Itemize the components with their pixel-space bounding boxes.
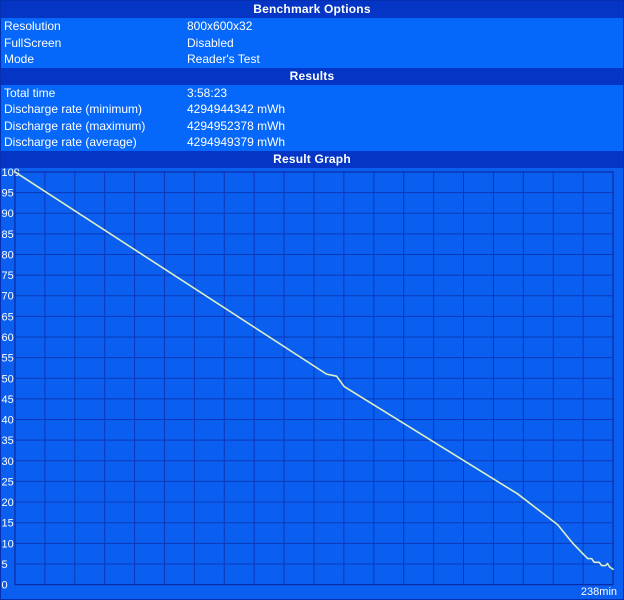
y-axis-tick-label: 85 <box>1 228 13 240</box>
result-label: Discharge rate (average) <box>4 135 137 149</box>
option-value: 800x600x32 <box>187 19 253 33</box>
y-axis-tick-label: 55 <box>1 352 13 364</box>
option-label: FullScreen <box>4 35 62 50</box>
y-axis-tick-label: 45 <box>1 393 13 405</box>
result-label: Total time <box>4 85 56 100</box>
option-row-fullscreen: FullScreen Disabled <box>1 34 623 51</box>
option-label: Mode <box>4 52 35 66</box>
y-axis-tick-label: 80 <box>1 249 13 261</box>
results-header: Results <box>1 67 623 85</box>
result-row-discharge-avg: Discharge rate (average) 4294949379 mWh <box>1 134 623 151</box>
option-row-mode: Mode Reader's Test <box>1 51 623 68</box>
y-axis-tick-label: 0 <box>1 579 7 591</box>
y-axis-tick-label: 100 <box>1 168 19 179</box>
discharge-graph-area: 100 95 90 85 80 75 70 65 60 55 50 45 40 35 30 25 20 15 10 5… <box>1 167 623 599</box>
option-value: Reader's Test <box>187 52 260 66</box>
result-row-discharge-min: Discharge rate (minimum) 4294944342 mWh <box>1 101 623 118</box>
result-graph-header: Result Graph <box>1 150 623 168</box>
y-axis-tick-label: 70 <box>1 290 13 302</box>
result-row-total-time: Total time 3:58:23 <box>1 84 623 101</box>
result-row-discharge-max: Discharge rate (maximum) 4294952378 mWh <box>1 117 623 134</box>
y-axis-tick-label: 35 <box>1 435 13 447</box>
result-value: 4294949379 mWh <box>187 135 286 149</box>
option-value: Disabled <box>187 35 234 50</box>
y-axis-tick-label: 25 <box>1 476 13 488</box>
y-axis-tick-label: 60 <box>1 332 13 344</box>
option-label: Resolution <box>4 19 61 33</box>
y-axis-tick-label: 15 <box>1 517 13 529</box>
result-label: Discharge rate (maximum) <box>4 118 146 133</box>
y-axis-tick-label: 30 <box>1 455 13 467</box>
discharge-graph: 1009590858075706560555045403530252015105… <box>1 168 614 591</box>
y-axis-tick-label: 65 <box>1 311 13 323</box>
result-value: 3:58:23 <box>187 85 228 100</box>
y-axis-tick-label: 10 <box>1 538 13 550</box>
option-row-resolution: Resolution 800x600x32 <box>1 18 623 35</box>
result-value: 4294944342 mWh <box>187 102 286 116</box>
result-value: 4294952378 mWh <box>187 118 286 133</box>
benchmark-options-header: Benchmark Options <box>1 1 623 18</box>
battery-discharge-line <box>14 170 614 570</box>
y-axis-tick-label: 40 <box>1 414 13 426</box>
y-axis-tick-label: 20 <box>1 497 13 509</box>
y-axis-tick-label: 75 <box>1 270 13 282</box>
x-axis-end-time-label: 238min <box>580 586 617 598</box>
y-axis-tick-label: 95 <box>1 187 13 199</box>
y-axis-tick-label: 5 <box>1 558 7 570</box>
y-axis-tick-label: 50 <box>1 373 13 385</box>
y-axis-tick-label: 90 <box>1 208 13 220</box>
result-label: Discharge rate (minimum) <box>4 102 143 116</box>
